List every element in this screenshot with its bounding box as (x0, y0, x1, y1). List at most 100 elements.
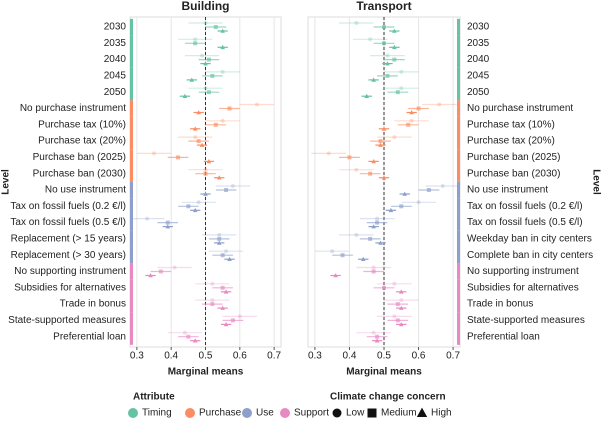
attribute-strip (130, 132, 133, 150)
point (416, 200, 421, 205)
x-tick-label: 0.7 (267, 351, 281, 362)
attribute-strip (130, 165, 133, 182)
point (409, 118, 414, 123)
point (165, 220, 170, 225)
point (371, 77, 376, 82)
attribute-strip (457, 132, 460, 150)
point (199, 142, 205, 147)
point (196, 200, 201, 205)
y-tick-label: Complete ban in city centers (467, 250, 593, 261)
point (224, 249, 229, 254)
attribute-strip (457, 100, 460, 117)
attribute-strip (130, 116, 133, 133)
x-axis-label: Marginal means (346, 367, 422, 378)
point (354, 232, 359, 237)
point (182, 93, 188, 98)
x-tick-label: 0.5 (199, 351, 213, 362)
point (354, 167, 359, 172)
y-tick-label: No use instrument (45, 185, 126, 196)
point (230, 318, 235, 323)
point (409, 110, 414, 115)
legend-swatch (367, 408, 377, 418)
point (399, 298, 404, 303)
point (220, 28, 225, 33)
point (375, 334, 380, 339)
legend-label: Use (256, 408, 274, 419)
attribute-strip (130, 84, 133, 101)
y-tick-label: Purchase ban (2030) (467, 168, 560, 179)
point (230, 184, 235, 188)
point (326, 151, 331, 156)
y-tick-label: Purchase tax (10%) (38, 119, 126, 130)
attribute-strip (457, 214, 460, 231)
point (192, 338, 198, 343)
point (388, 207, 394, 213)
y-tick-label: 2040 (104, 54, 127, 65)
point (216, 240, 222, 245)
point (203, 21, 208, 25)
attribute-strip (130, 263, 133, 280)
point (210, 281, 215, 286)
point (371, 330, 376, 335)
point (206, 57, 211, 62)
point (220, 69, 225, 74)
attribute-strip (130, 67, 133, 85)
y-tick-label: Purchase ban (2025) (33, 152, 126, 163)
y-tick-label: Purchase ban (2030) (33, 168, 126, 179)
point (382, 41, 386, 46)
point (145, 216, 150, 221)
point (385, 61, 390, 66)
point (223, 322, 229, 327)
attribute-strip (457, 67, 460, 85)
y-tick-label: Trade in bonus (60, 299, 126, 310)
y-tick-label: Purchase tax (10%) (467, 119, 555, 130)
y-tick-label: Tax on fossil fuels (0.2 €/l) (467, 201, 583, 212)
point (371, 159, 376, 164)
attribute-strip (130, 100, 133, 117)
point (392, 44, 397, 50)
point (210, 302, 215, 307)
attribute-strip (130, 181, 133, 199)
point (440, 184, 445, 188)
attribute-strip (130, 18, 133, 36)
point (206, 90, 211, 95)
point (392, 135, 397, 140)
y-tick-label: No purchase instrument (467, 103, 573, 114)
y-tick-label: 2045 (467, 71, 490, 82)
point (203, 167, 208, 172)
attribute-strip (457, 84, 460, 101)
point (176, 155, 181, 160)
point (200, 53, 205, 58)
point (203, 61, 208, 66)
y-tick-label: No supporting instrument (467, 266, 579, 277)
legend-swatch (280, 408, 290, 418)
point (395, 90, 400, 95)
attribute-strip (130, 198, 133, 215)
attribute-strip (130, 328, 133, 345)
panel-title: Transport (356, 0, 411, 13)
y-tick-label: State-supported measures (467, 315, 585, 326)
point (402, 191, 408, 196)
y-tick-label: Preferential loan (467, 331, 540, 342)
point (398, 322, 404, 327)
point (354, 21, 359, 25)
point (220, 44, 225, 50)
y-axis-label: Level (590, 169, 601, 195)
y-tick-label: Tax on fossil fuels (0.5 €/l) (467, 217, 583, 228)
point (227, 256, 232, 261)
point (392, 28, 397, 33)
legend-swatch (416, 407, 428, 418)
point (333, 273, 338, 278)
point (213, 122, 218, 127)
point (203, 171, 208, 176)
point (360, 256, 366, 261)
point (371, 224, 376, 229)
point (385, 73, 390, 78)
point (165, 224, 171, 229)
point (368, 171, 373, 176)
y-tick-label: Subsidies for alternatives (14, 282, 126, 293)
attribute-strip (457, 312, 460, 329)
y-tick-label: No use instrument (467, 185, 548, 196)
y-tick-label: 2030 (104, 22, 127, 33)
attribute-strip (457, 263, 460, 280)
